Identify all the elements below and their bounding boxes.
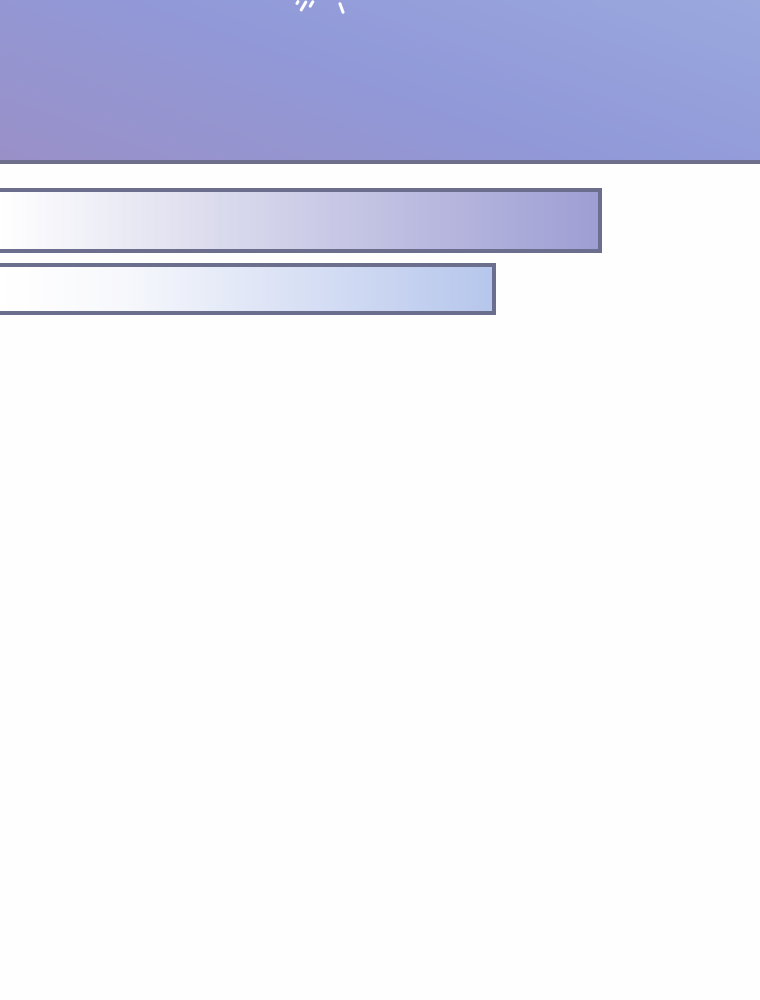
gradient-panel-lilac <box>0 188 602 253</box>
sparkle-mark <box>338 1 345 15</box>
sparkle-mark <box>294 0 301 6</box>
sparkle-mark <box>308 0 315 9</box>
gradient-panel-blue <box>0 263 496 315</box>
sky-panel <box>0 0 760 164</box>
sparkle-mark <box>299 0 308 12</box>
